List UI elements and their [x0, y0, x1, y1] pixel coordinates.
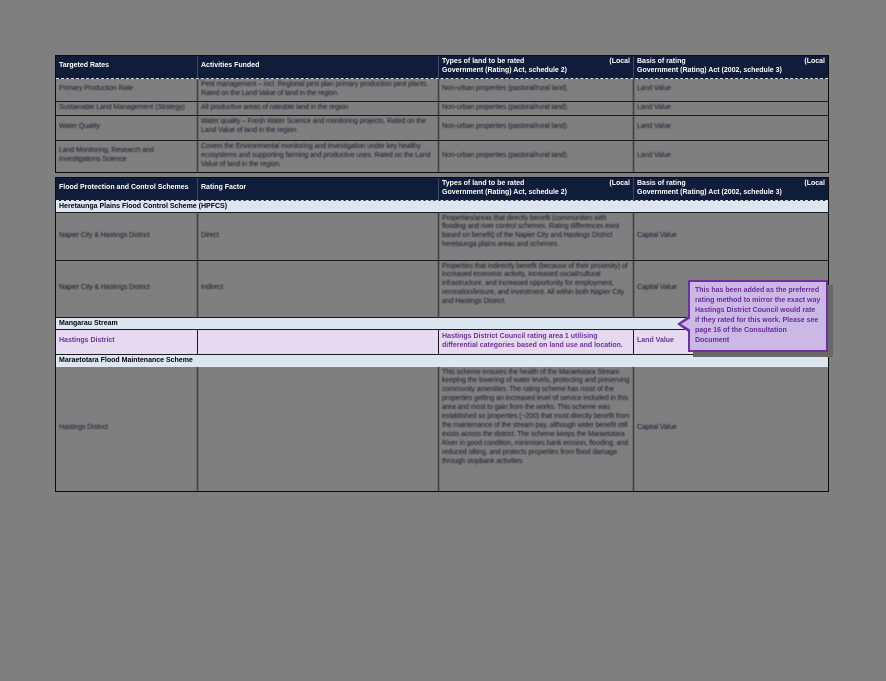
rating-factor-cell — [197, 366, 438, 491]
table-row-sustainable-land: Sustainable Land Management (Strategy) A… — [56, 101, 828, 116]
basis-cell: Capital Value — [633, 260, 828, 317]
header-types-of-land-act: Government (Rating) Act, schedule 2) — [442, 188, 567, 196]
section-header-mangarau: Mangarau Stream — [56, 317, 828, 330]
land-types-cell: Non-urban properties (pastoral/rural lan… — [438, 78, 633, 101]
rating-factor-cell: Direct — [197, 212, 438, 260]
flood-schemes-header-row: Flood Protection and Control Schemes Rat… — [56, 177, 828, 201]
annotation-callout-text: This has been added as the preferred rat… — [695, 287, 821, 344]
scheme-cell: Napier City & Hastings District — [59, 231, 150, 239]
land-types-cell: Non-urban properties (pastoral/rural lan… — [438, 101, 633, 115]
basis-cell: Capital Value — [633, 366, 828, 491]
header-basis-of-rating-act: Government (Rating) Act (2002, schedule … — [637, 188, 782, 196]
callout-pointer-icon — [681, 318, 691, 330]
land-types-cell: This scheme ensures the health of the Ma… — [438, 366, 633, 491]
header-types-of-land-local: (Local — [609, 179, 630, 187]
header-types-of-land-local: (Local — [609, 58, 630, 65]
table-row-maraetotara-hastings: Hastings District This scheme ensures th… — [56, 366, 828, 491]
header-basis-of-rating-local: (Local — [804, 58, 825, 65]
header-basis-of-rating-title: Basis of rating — [637, 179, 686, 187]
land-types-cell: Properties/areas that directly benefit (… — [438, 212, 633, 260]
land-types-cell: Hastings District Council rating area 1 … — [438, 329, 633, 354]
header-basis-of-rating: Basis of rating (Local Government (Rating… — [633, 177, 828, 200]
activities-funded-cell: Pest management – incl. Regional pest pl… — [197, 78, 438, 101]
header-types-of-land-act: Government (Rating) Act, schedule 2) — [442, 66, 567, 74]
basis-cell: Land Value — [633, 101, 828, 115]
activities-funded-cell: All productive areas of rateable land in… — [197, 101, 438, 115]
land-types-cell: Properties that indirectly benefit (beca… — [438, 260, 633, 317]
header-flood-schemes: Flood Protection and Control Schemes — [59, 184, 189, 192]
table-row-water-quality: Water Quality Water quality – Fresh Wate… — [56, 115, 828, 141]
header-basis-of-rating-local: (Local — [804, 179, 825, 187]
land-types-cell: Non-urban properties (pastoral/rural lan… — [438, 140, 633, 172]
targeted-rate-name: Land Monitoring, Research and Investigat… — [59, 147, 154, 164]
header-types-of-land-title: Types of land to be rated — [442, 179, 525, 187]
basis-cell: Land Value — [633, 78, 828, 101]
table-row-mangarau-hastings: Hastings District Hastings District Coun… — [56, 329, 828, 355]
basis-cell: Capital Value — [633, 212, 828, 260]
scheme-cell: Hastings District — [56, 329, 197, 354]
basis-cell: Land Value — [633, 140, 828, 172]
header-basis-of-rating: Basis of rating (Local Government (Rating… — [633, 56, 828, 78]
table-row-hpfcs-indirect: Napier City & Hastings District Indirect… — [56, 260, 828, 318]
scheme-cell: Hastings District — [59, 424, 108, 432]
section-header-maraetotara: Maraetotara Flood Maintenance Scheme — [56, 354, 828, 367]
section-header-hpfcs: Heretaunga Plains Flood Control Scheme (… — [56, 200, 828, 213]
scheme-cell: Napier City & Hastings District — [59, 284, 150, 292]
targeted-rates-header-row: Targeted Rates Activities Funded Types o… — [56, 56, 828, 79]
land-types-cell: Non-urban properties (pastoral/rural lan… — [438, 115, 633, 140]
table-row-primary-production: Primary Production Rate Pest management … — [56, 78, 828, 102]
table-row-hpfcs-direct: Napier City & Hastings District Direct P… — [56, 212, 828, 261]
header-types-of-land: Types of land to be rated (Local Governme… — [438, 56, 633, 78]
targeted-rate-name: Sustainable Land Management (Strategy) — [59, 103, 185, 111]
targeted-rate-name: Water Quality — [59, 123, 100, 131]
rating-factor-cell: Indirect — [197, 260, 438, 317]
header-targeted-rates: Targeted Rates — [59, 62, 110, 70]
targeted-rates-table: Targeted Rates Activities Funded Types o… — [55, 55, 829, 173]
table-row-land-monitoring: Land Monitoring, Research and Investigat… — [56, 140, 828, 172]
header-types-of-land: Types of land to be rated (Local Governme… — [438, 177, 633, 200]
basis-cell: Land Value — [633, 115, 828, 140]
header-basis-of-rating-title: Basis of rating — [637, 58, 686, 65]
annotation-callout: This has been added as the preferred rat… — [677, 280, 828, 352]
header-rating-factor: Rating Factor — [197, 177, 438, 200]
activities-funded-cell: Covers the Environmental monitoring and … — [197, 140, 438, 172]
header-activities-funded: Activities Funded — [197, 56, 438, 78]
header-basis-of-rating-act: Government (Rating) Act (2002, schedule … — [637, 66, 782, 74]
targeted-rate-name: Primary Production Rate — [59, 85, 133, 93]
header-types-of-land-title: Types of land to be rated — [442, 58, 525, 65]
rating-factor-cell — [197, 329, 438, 354]
rates-document: Targeted Rates Activities Funded Types o… — [55, 55, 829, 492]
activities-funded-cell: Water quality – Fresh Water Science and … — [197, 115, 438, 140]
